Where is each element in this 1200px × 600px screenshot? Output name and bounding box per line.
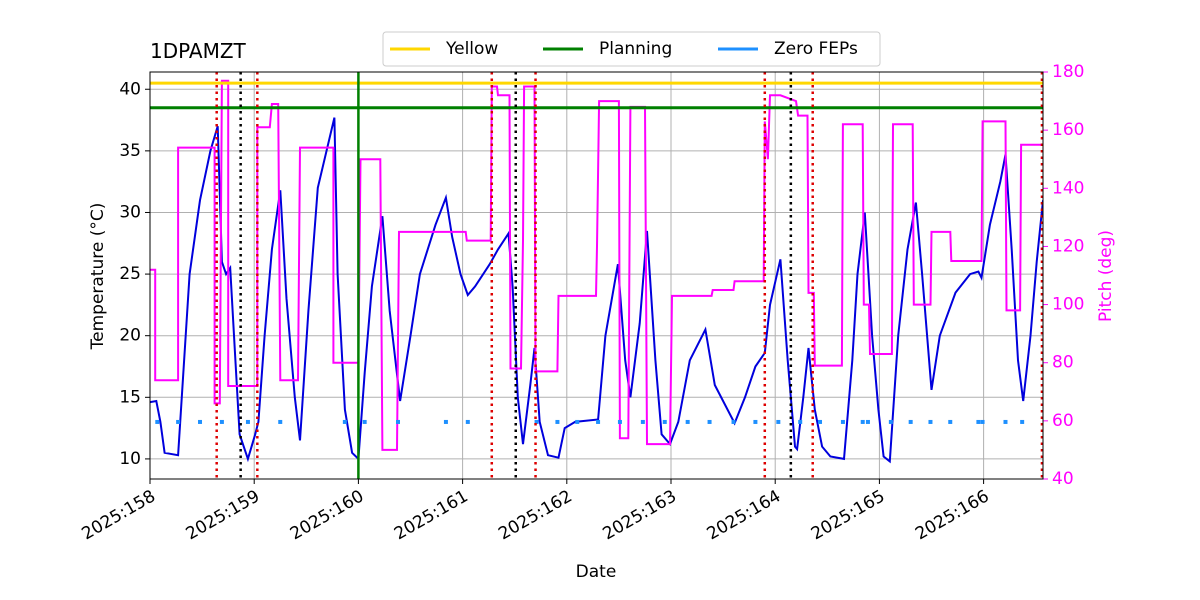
x-tick-label: 2025:159 bbox=[183, 486, 264, 544]
fep-point bbox=[443, 419, 448, 424]
fep-point bbox=[395, 419, 400, 424]
fep-point bbox=[865, 419, 870, 424]
legend: Yellow Planning Zero FEPs bbox=[382, 31, 881, 67]
legend-box bbox=[382, 31, 881, 67]
fep-point bbox=[908, 419, 913, 424]
fep-point bbox=[685, 419, 690, 424]
fep-point bbox=[948, 419, 953, 424]
fep-point bbox=[596, 419, 601, 424]
chart-title: 1DPAMZT bbox=[150, 39, 247, 63]
x-tick-label: 2025:163 bbox=[599, 486, 680, 544]
y2-tick-label: 60 bbox=[1052, 411, 1074, 431]
fep-point bbox=[860, 419, 865, 424]
x-tick-label: 2025:166 bbox=[912, 486, 993, 544]
fep-point bbox=[219, 419, 224, 424]
fep-point bbox=[888, 419, 893, 424]
fep-point bbox=[534, 419, 539, 424]
x-tick-label: 2025:161 bbox=[391, 486, 472, 544]
y2-tick-label: 120 bbox=[1052, 236, 1084, 256]
y2-tick-label: 100 bbox=[1052, 295, 1084, 315]
legend-label: Planning bbox=[599, 39, 672, 59]
fep-point bbox=[1003, 419, 1008, 424]
y-tick-label: 35 bbox=[119, 141, 141, 161]
fep-point bbox=[575, 419, 580, 424]
fep-point bbox=[731, 419, 736, 424]
fep-point bbox=[980, 419, 985, 424]
plot bbox=[150, 72, 1043, 479]
fep-point bbox=[1020, 419, 1025, 424]
y-tick-label: 10 bbox=[119, 449, 141, 469]
fep-point bbox=[342, 419, 347, 424]
y-tick-label: 15 bbox=[119, 387, 141, 407]
fep-point bbox=[798, 419, 803, 424]
fep-point bbox=[840, 419, 845, 424]
fep-point bbox=[753, 419, 758, 424]
fep-point bbox=[245, 419, 250, 424]
pitch-line bbox=[150, 79, 1043, 451]
y2-tick-label: 140 bbox=[1052, 178, 1084, 198]
fep-point bbox=[818, 419, 823, 424]
fep-point bbox=[362, 419, 367, 424]
x-axis-label: Date bbox=[576, 562, 617, 582]
fep-point bbox=[707, 419, 712, 424]
fep-point bbox=[617, 419, 622, 424]
fep-point bbox=[928, 419, 933, 424]
y-tick-label: 25 bbox=[119, 264, 141, 284]
fep-point bbox=[976, 419, 981, 424]
fep-point bbox=[465, 419, 470, 424]
y-tick-label: 20 bbox=[119, 326, 141, 346]
fep-point bbox=[198, 419, 203, 424]
y-axis-label: Temperature (°C) bbox=[88, 203, 108, 351]
y-tick-label: 40 bbox=[119, 79, 141, 99]
plot-frame bbox=[149, 71, 1044, 480]
x-tick-label: 2025:158 bbox=[78, 486, 159, 544]
x-tick-label: 2025:160 bbox=[287, 486, 368, 544]
y2-tick-label: 40 bbox=[1052, 469, 1074, 489]
y2-tick-label: 160 bbox=[1052, 120, 1084, 140]
fep-point bbox=[176, 419, 181, 424]
legend-label: Zero FEPs bbox=[774, 39, 858, 59]
y2-tick-label: 80 bbox=[1052, 353, 1074, 373]
y-tick-label: 30 bbox=[119, 202, 141, 222]
x-tick-label: 2025:165 bbox=[808, 486, 889, 544]
fep-point bbox=[155, 419, 160, 424]
fep-point bbox=[278, 419, 283, 424]
x-tick-label: 2025:162 bbox=[495, 486, 576, 544]
y2-tick-label: 180 bbox=[1052, 62, 1084, 82]
x-tick-label: 2025:164 bbox=[704, 486, 785, 544]
fep-point bbox=[555, 419, 560, 424]
fep-point bbox=[640, 419, 645, 424]
temperature-line bbox=[150, 117, 1043, 464]
fep-point bbox=[776, 419, 781, 424]
y2-axis-label: Pitch (deg) bbox=[1096, 230, 1116, 322]
legend-label: Yellow bbox=[445, 39, 498, 59]
fep-point bbox=[662, 419, 667, 424]
